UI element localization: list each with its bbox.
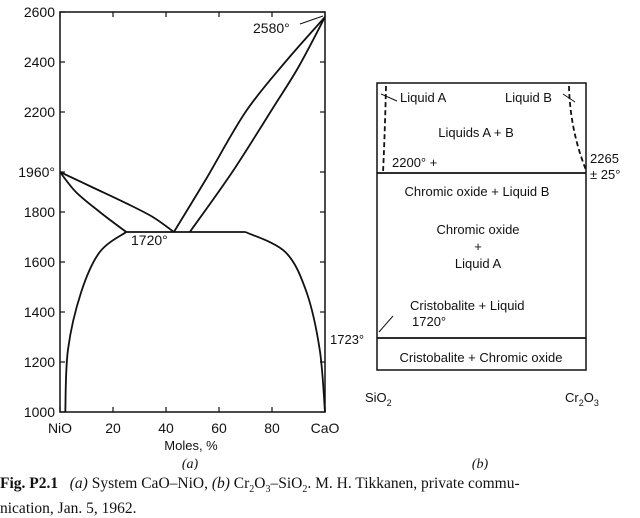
annotation-1720: 1720°	[131, 232, 168, 248]
x-tick-label: 60	[211, 420, 227, 436]
region-liquids-a-b: Liquids A + B	[438, 125, 514, 140]
region-chromic-oxide-liquid-b: Chromic oxide + Liquid B	[405, 184, 550, 199]
label-2265: 2265 ± 25°	[590, 151, 620, 182]
y-tick-label: 1600	[24, 254, 55, 270]
label-1723: 1723°	[330, 332, 364, 347]
x-tick-label: CaO	[311, 420, 340, 436]
y-tick-label: 1400	[24, 304, 55, 320]
panel-a-phase-boundaries	[59, 15, 326, 413]
liquid-a-dashed-boundary	[382, 85, 387, 174]
label-1720: 1720°	[412, 314, 446, 329]
figure-caption: Fig. P2.1 (a) System CaO–NiO, (b) Cr2O3–…	[0, 474, 630, 518]
cristobalite-liquidus-line	[378, 315, 394, 333]
end-label-sio2: SiO2	[365, 390, 392, 408]
panel-a-y-axis: 1000 1200 1400 1600 1800 1960° 2200 2400 2600	[18, 4, 325, 420]
y-tick-label: 1800	[24, 204, 55, 220]
y-tick-label: 1200	[24, 354, 55, 370]
curve-solvus-left	[64, 231, 127, 413]
panel-a-x-axis-label: Moles, %	[164, 438, 218, 453]
x-tick-label: 80	[264, 420, 280, 436]
label-2200: 2200° +	[392, 155, 437, 170]
x-tick-label: NiO	[48, 420, 72, 436]
panel-a-label: (a)	[182, 457, 199, 470]
y-tick-label: 2600	[24, 4, 55, 20]
annotation-2580: 2580°	[253, 20, 290, 36]
curve-solvus-right	[245, 231, 326, 413]
region-cristobalite-chromic-oxide: Cristobalite + Chromic oxide	[400, 350, 563, 365]
region-liquid-b: Liquid B	[505, 90, 552, 105]
figure-canvas: 1000 1200 1400 1600 1800 1960° 2200 2400 2600 Ni…	[18, 4, 620, 470]
caption-part-b-label: (b)	[211, 475, 230, 492]
panel-b-schematic-diagram: Liquid A Liquid B Liquids A + B 2200° + …	[330, 82, 620, 470]
y-tick-label: 1960°	[18, 164, 55, 180]
y-tick-label: 2400	[24, 54, 55, 70]
panel-b-label: (b)	[472, 457, 489, 470]
region-chromic-oxide-liquid-a: Chromic oxide + Liquid A	[436, 222, 519, 271]
annotation-2580-leader	[299, 15, 324, 25]
panel-a-phase-diagram: 1000 1200 1400 1600 1800 1960° 2200 2400 2600 Ni…	[18, 4, 339, 470]
caption-line-1: Fig. P2.1 (a) System CaO–NiO, (b) Cr2O3–…	[0, 474, 630, 499]
x-tick-label: 40	[158, 420, 174, 436]
panel-b-frame	[376, 82, 587, 371]
caption-part-b-text: Cr2O3–SiO2. M. H. Tikkanen, private comm…	[229, 475, 520, 496]
liquid-b-dashed-boundary	[568, 85, 587, 171]
caption-part-a-text: System CaO–NiO,	[87, 475, 212, 492]
x-tick-label: 20	[105, 420, 121, 436]
caption-fig-label: Fig. P2.1	[0, 475, 59, 492]
panel-a-x-axis: NiO 20 40 60 80 CaO	[48, 12, 340, 436]
liquid-b-leader-line	[562, 93, 576, 103]
curve-liquidus-left	[59, 171, 175, 233]
region-cristobalite-liquid: Cristobalite + Liquid	[410, 298, 525, 313]
curve-solidus-right	[189, 16, 326, 233]
curve-solidus-left	[59, 171, 127, 233]
region-liquid-a: Liquid A	[400, 90, 447, 105]
liquid-a-leader-line	[380, 93, 398, 102]
y-tick-label: 1000	[24, 404, 55, 420]
y-tick-label: 2200	[24, 104, 55, 120]
caption-part-a-label: (a)	[69, 475, 88, 492]
curve-liquidus-right	[173, 16, 326, 233]
end-label-cr2o3: Cr2O3	[565, 390, 599, 408]
caption-line-2: nication, Jan. 5, 1962.	[0, 500, 137, 518]
